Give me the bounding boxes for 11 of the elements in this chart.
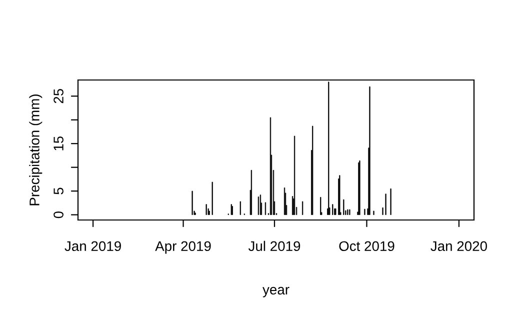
x-tick-label: Jul 2019 — [248, 240, 300, 252]
y-tick-label: 25 — [54, 88, 64, 104]
x-axis-title: year — [262, 286, 290, 298]
y-tick-label: 5 — [54, 188, 64, 194]
y-tick-label: 15 — [54, 136, 64, 150]
x-tick-label: Jan 2019 — [64, 241, 121, 252]
y-tick-label: 0 — [54, 211, 64, 218]
x-tick-label: Apr 2019 — [155, 241, 211, 254]
y-axis-title: Precipitation (mm) — [29, 94, 42, 206]
x-tick-label: Jan 2020 — [430, 241, 487, 252]
x-tick-label: Oct 2019 — [339, 241, 394, 252]
